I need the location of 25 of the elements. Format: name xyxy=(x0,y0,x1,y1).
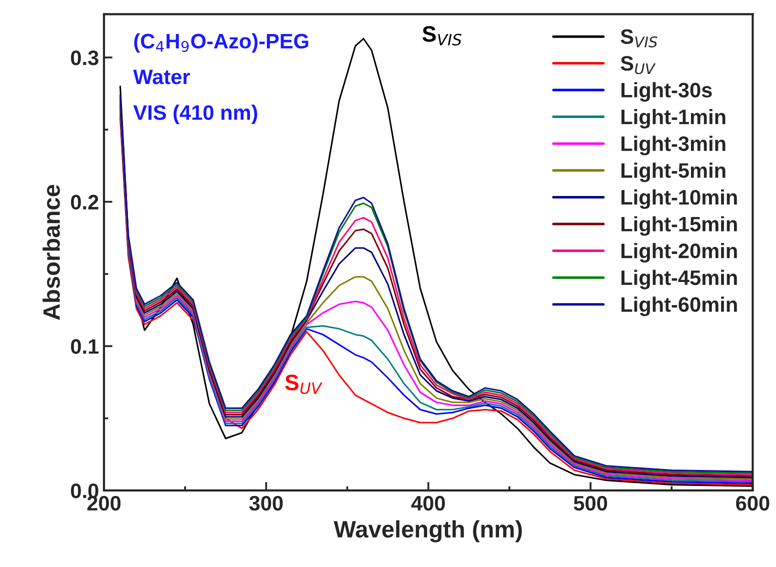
x-tick-label: 500 xyxy=(574,496,608,511)
legend-label: Light-45min xyxy=(621,270,737,290)
annotation: S$_{UV}$ xyxy=(285,374,322,394)
legend-label: Light-30s xyxy=(621,82,712,102)
legend-label: Light-15min xyxy=(621,216,737,236)
legend-label: S$_{VIS}$ xyxy=(620,29,658,48)
annotation: (C$_{4}$H$_{9}$O-Azo)-PEG xyxy=(134,33,308,53)
legend-label: Light-20min xyxy=(621,243,737,263)
x-axis-title: Wavelength (nm) xyxy=(334,520,522,542)
legend-label: Light-3min xyxy=(621,136,726,156)
legend-label: Light-60min xyxy=(621,296,737,316)
annotation: VIS (410 nm) xyxy=(133,104,258,124)
y-tick-label: 0.2 xyxy=(70,194,98,210)
y-tick-label: 0.3 xyxy=(70,50,98,66)
x-tick-label: 400 xyxy=(411,496,445,511)
y-axis-title: Absorbance xyxy=(42,184,60,320)
x-tick-label: 300 xyxy=(249,496,283,511)
legend-label: Light-10min xyxy=(621,189,737,209)
legend-label: Light-5min xyxy=(621,162,726,182)
y-tick-label: 0.1 xyxy=(70,339,99,354)
x-tick-label: 600 xyxy=(736,496,770,511)
legend-label: Light-1min xyxy=(621,108,726,128)
annotation: S$_{VIS}$ xyxy=(422,26,462,46)
legend-label: S$_{UV}$ xyxy=(620,56,656,74)
annotation: Water xyxy=(133,70,190,84)
